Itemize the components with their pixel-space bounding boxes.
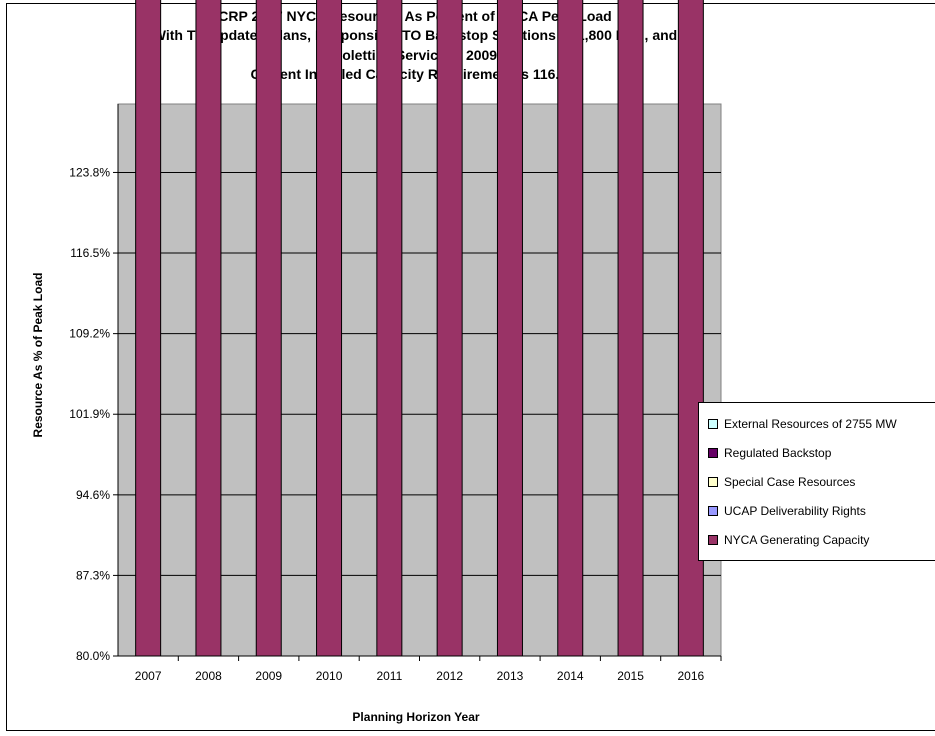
legend-swatch — [708, 535, 718, 545]
y-axis-label: Resource As % of Peak Load — [31, 272, 45, 438]
legend-swatch — [708, 506, 718, 516]
legend-label: Regulated Backstop — [724, 446, 832, 460]
chart-frame — [6, 3, 935, 731]
bar-segment-nyca-generating-capacity-2008 — [195, 0, 222, 657]
bar-segment-nyca-generating-capacity-2009 — [255, 0, 282, 657]
x-tick-label: 2008 — [195, 669, 222, 683]
x-tick-label: 2012 — [436, 669, 463, 683]
legend-label: UCAP Deliverability Rights — [724, 504, 866, 518]
x-tick-label: 2011 — [376, 669, 402, 683]
legend-label: External Resources of 2755 MW — [724, 417, 897, 431]
bar-segment-nyca-generating-capacity-2013 — [496, 0, 523, 657]
legend-label: Special Case Resources — [724, 475, 856, 489]
legend-swatch — [708, 419, 718, 429]
x-tick-label: 2010 — [316, 669, 343, 683]
x-tick-label: 2007 — [135, 669, 162, 683]
legend-item: External Resources of 2755 MW — [708, 417, 897, 431]
y-tick-label: 123.8% — [69, 165, 110, 179]
legend-item: NYCA Generating Capacity — [708, 533, 869, 547]
legend-label: NYCA Generating Capacity — [724, 533, 870, 547]
y-tick-label: 94.6% — [76, 488, 110, 502]
legend: External Resources of 2755 MW Regulated B… — [698, 402, 935, 561]
bar-segment-nyca-generating-capacity-2012 — [436, 0, 463, 657]
y-tick-label: 116.5% — [70, 246, 110, 260]
y-tick-label: 101.9% — [69, 407, 110, 421]
x-tick-label: 2009 — [255, 669, 282, 683]
x-tick-label: 2014 — [557, 669, 584, 683]
bar-segment-nyca-generating-capacity-2015 — [617, 0, 644, 657]
x-tick-label: 2015 — [617, 669, 644, 683]
chart-title-line-2: With TO Updated Plans, Responsible TO Ba… — [152, 27, 678, 44]
x-tick-label: 2013 — [497, 669, 524, 683]
legend-swatch — [708, 477, 718, 487]
bar-segment-nyca-generating-capacity-2011 — [376, 0, 403, 657]
y-tick-label: 80.0% — [76, 649, 110, 663]
y-tick-label: 87.3% — [76, 568, 110, 582]
y-tick-label: 109.2% — [69, 327, 110, 341]
x-tick-label: 2016 — [677, 669, 704, 683]
x-axis-label: Planning Horizon Year — [352, 710, 480, 724]
bar-segment-nyca-generating-capacity-2007 — [135, 0, 162, 657]
bar-segment-nyca-generating-capacity-2014 — [557, 0, 584, 657]
legend-item: Special Case Resources — [708, 475, 855, 489]
bar-segment-nyca-generating-capacity-2010 — [316, 0, 343, 657]
legend-item: UCAP Deliverability Rights — [708, 504, 866, 518]
legend-item: Regulated Backstop — [708, 446, 831, 460]
legend-swatch — [708, 448, 718, 458]
